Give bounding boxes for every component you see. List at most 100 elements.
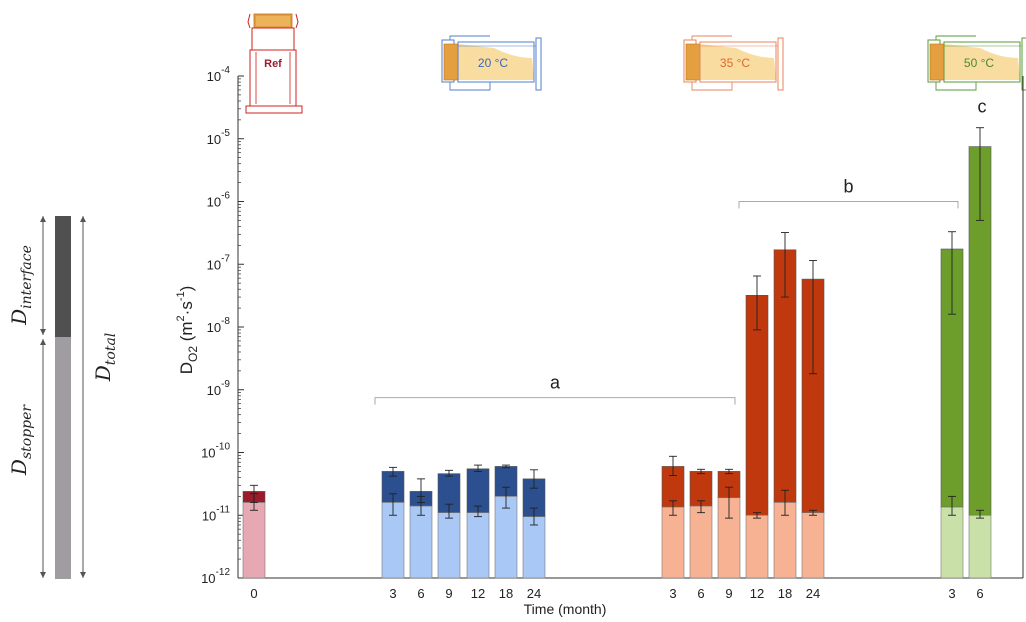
- bottle-base: [245, 105, 303, 114]
- x-tick-label: 9: [725, 586, 732, 601]
- x-tick-label: 0: [250, 586, 257, 601]
- cork-icon: [929, 43, 945, 81]
- x-tick-label: 18: [499, 586, 513, 601]
- bottle-icons: Ref 20 °C 35 °C 50 °C: [245, 13, 1026, 114]
- y-tick-base: 10: [207, 257, 221, 272]
- x-tick-label: 6: [697, 586, 704, 601]
- legend-arrow-total-head-top: [80, 216, 86, 222]
- y-tick-exp: -10: [216, 442, 231, 453]
- bottle-base: [535, 37, 542, 91]
- y-title-sup: 2: [175, 315, 187, 321]
- x-tick-label: 24: [806, 586, 820, 601]
- y-tick-exp: -4: [221, 65, 230, 76]
- bar-stopper: [940, 506, 964, 579]
- y-tick-exp: -12: [216, 567, 231, 578]
- y-tick-base: 10: [207, 383, 221, 398]
- bottle-base: [1021, 37, 1026, 91]
- bottle-icon-ref: Ref: [245, 13, 303, 114]
- legend-label-stopper: Dstopper: [7, 404, 35, 476]
- legend-label-total: Dtotal: [91, 333, 119, 383]
- legend-arrow-interface-head-top: [40, 216, 46, 222]
- y-tick-exp: -7: [221, 253, 230, 264]
- y-tick-label: 10-6: [207, 191, 231, 210]
- annotation-label: c: [978, 97, 987, 117]
- y-tick-exp: -6: [221, 191, 230, 202]
- wine-liquid: [700, 44, 776, 80]
- legend-label-total-base: D: [91, 365, 115, 382]
- bar-stopper: [494, 496, 518, 579]
- y-title-sup: -1: [175, 291, 187, 301]
- bottle-body: [699, 41, 777, 83]
- x-tick-label: 3: [948, 586, 955, 601]
- bottle-neck: [247, 13, 299, 29]
- y-tick-label: 10-10: [201, 442, 230, 461]
- y-tick-base: 10: [202, 508, 216, 523]
- cork-texture: [256, 16, 290, 26]
- bar-stopper: [409, 505, 433, 579]
- bottle-label: 50 °C: [964, 56, 994, 70]
- y-tick-exp: -8: [221, 316, 230, 327]
- y-tick-label: 10-5: [207, 128, 231, 147]
- legend-label-total-sub: total: [103, 333, 119, 366]
- y-title-unit: ): [177, 286, 196, 292]
- bottle-icon-lying: 35 °C: [683, 35, 784, 91]
- x-tick-label: 6: [417, 586, 424, 601]
- bottle-base: [777, 37, 784, 91]
- x-tick-label: 24: [527, 586, 541, 601]
- cork-icon: [443, 43, 459, 81]
- y-tick-label: 10-11: [202, 504, 231, 523]
- x-tick-label: 12: [750, 586, 764, 601]
- bottle-outline: [935, 35, 977, 91]
- bar-stopper: [801, 512, 825, 579]
- bar-stopper: [437, 512, 461, 579]
- bar-stopper: [745, 514, 769, 579]
- legend-arrow-stopper-head-top: [40, 339, 46, 345]
- y-tick-base: 10: [207, 132, 221, 147]
- bottle-icon-lying: 50 °C: [927, 35, 1026, 91]
- bottle-icon-lying: 20 °C: [441, 35, 542, 91]
- legend-label-stopper-sub: stopper: [19, 404, 35, 459]
- bar-group: 3 6 9 12 18 24: [381, 464, 546, 601]
- bottle-label: 20 °C: [478, 56, 508, 70]
- x-axis-title: Time (month): [524, 601, 607, 617]
- bar-stopper: [968, 514, 992, 579]
- bar-group: 3 6 9 12 18 24: [661, 232, 825, 601]
- annotation-bracket: [738, 201, 959, 209]
- y-tick-label: 10-4: [207, 65, 231, 84]
- y-tick-base: 10: [207, 320, 221, 335]
- legend-label-interface-sub: interface: [19, 245, 35, 309]
- legend-segment-interface: [55, 216, 71, 337]
- y-tick-exp: -11: [216, 504, 230, 515]
- y-tick-base: 10: [207, 195, 221, 210]
- x-tick-label: 6: [976, 586, 983, 601]
- legend-arrow-interface-head-bottom: [40, 329, 46, 335]
- annotation-label: a: [550, 373, 561, 393]
- y-tick-label: 10-12: [201, 567, 230, 586]
- y-tick-exp: -5: [221, 128, 230, 139]
- x-tick-label: 3: [389, 586, 396, 601]
- wine-liquid: [458, 44, 534, 80]
- y-title-unit: ·s: [177, 301, 196, 315]
- bar-stopper: [522, 516, 546, 579]
- bar-stopper: [689, 505, 713, 579]
- y-tick-label: 10-7: [207, 253, 231, 272]
- bottle-outline: [691, 35, 733, 91]
- x-tick-label: 12: [471, 586, 485, 601]
- bar-group: 0: [242, 484, 266, 601]
- bar-stopper: [466, 512, 490, 579]
- legend-label-interface: Dinterface: [7, 245, 35, 326]
- y-title-main: D: [177, 362, 196, 374]
- legend-label-interface-base: D: [7, 309, 31, 326]
- annotation-label: b: [843, 177, 853, 197]
- x-tick-label: 18: [778, 586, 792, 601]
- y-tick-label: 10-8: [207, 316, 231, 335]
- bottle-label: Ref: [264, 58, 282, 70]
- legend-arrow-total-head-bottom: [80, 572, 86, 578]
- bars: 0 3 6 9 12 18 24 3 6 9 12 18 24 3 6: [242, 127, 992, 601]
- bottle-shoulder: [251, 27, 295, 51]
- bottle-body: [457, 41, 535, 83]
- cork-icon: [685, 43, 701, 81]
